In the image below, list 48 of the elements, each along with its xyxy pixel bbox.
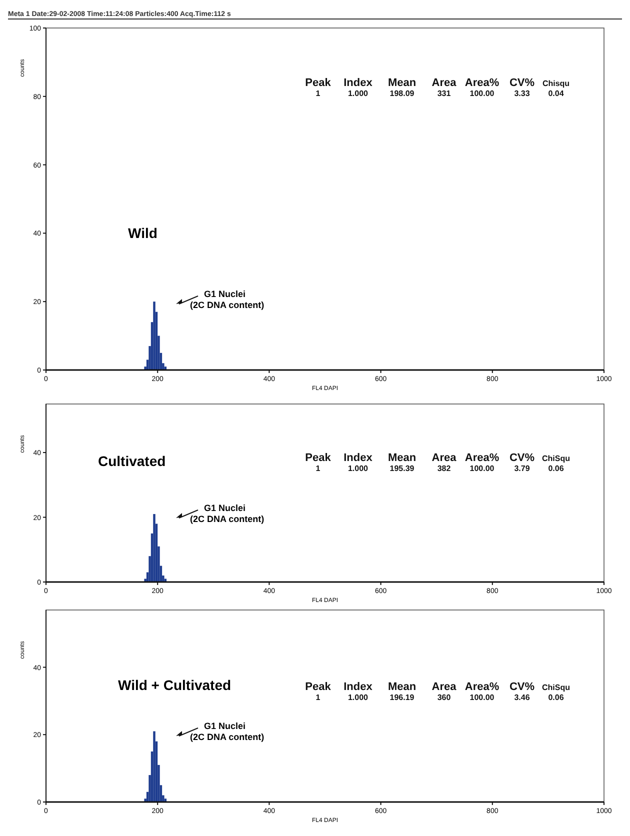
- annotation: 3.33: [514, 89, 530, 98]
- annotation: Area%: [464, 77, 500, 89]
- annotation: Area: [432, 681, 458, 693]
- annotation: 382: [437, 464, 452, 473]
- annotation: 1: [316, 89, 321, 98]
- annotation: 0.04: [548, 89, 564, 98]
- annotation: 195.39: [390, 464, 415, 473]
- annotation: 331: [437, 89, 452, 98]
- annotation: 1.000: [348, 464, 369, 473]
- annotation: Peak: [305, 452, 332, 464]
- annotation: 198.09: [390, 89, 415, 98]
- annotation: 100.00: [470, 89, 495, 98]
- annotation: 3.46: [514, 693, 530, 702]
- annotation: Wild: [128, 225, 158, 241]
- annotation: Wild + Cultivated: [118, 677, 232, 693]
- annotation: Area%: [464, 681, 500, 693]
- annotation: Area: [432, 77, 458, 89]
- annotation: 360: [437, 693, 452, 702]
- annotation: Mean: [388, 77, 416, 89]
- annotation: 1: [316, 464, 321, 473]
- annotation: G1 Nuclei (2C DNA content): [190, 289, 264, 310]
- annotation: Area%: [464, 452, 500, 464]
- annotation: 0.06: [548, 464, 564, 473]
- annotation: Peak: [305, 681, 332, 693]
- annotation: Cultivated: [98, 453, 166, 469]
- annotation: G1 Nuclei (2C DNA content): [190, 503, 264, 524]
- annotation: 100.00: [470, 464, 495, 473]
- annotation: CV%: [509, 452, 535, 464]
- annotation: G1 Nuclei (2C DNA content): [190, 721, 264, 742]
- annotation: Area: [432, 452, 458, 464]
- annotation: 196.19: [390, 693, 415, 702]
- annotation: 1.000: [348, 89, 369, 98]
- annotation: Peak: [305, 77, 332, 89]
- annotation: 1: [316, 693, 321, 702]
- annotation: Index: [344, 681, 374, 693]
- annotation: Mean: [388, 452, 416, 464]
- annotation: Chisqu: [542, 79, 570, 88]
- annotation: ChiSqu: [542, 683, 570, 692]
- annotation: Index: [344, 452, 374, 464]
- annotation: Mean: [388, 681, 416, 693]
- annotation: CV%: [509, 77, 535, 89]
- annotation: 0.06: [548, 693, 564, 702]
- annotation: 3.79: [514, 464, 530, 473]
- annotation: CV%: [509, 681, 535, 693]
- annotation: Index: [344, 77, 374, 89]
- annotation: 100.00: [470, 693, 495, 702]
- annotation: 1.000: [348, 693, 369, 702]
- annotation: ChiSqu: [542, 454, 570, 463]
